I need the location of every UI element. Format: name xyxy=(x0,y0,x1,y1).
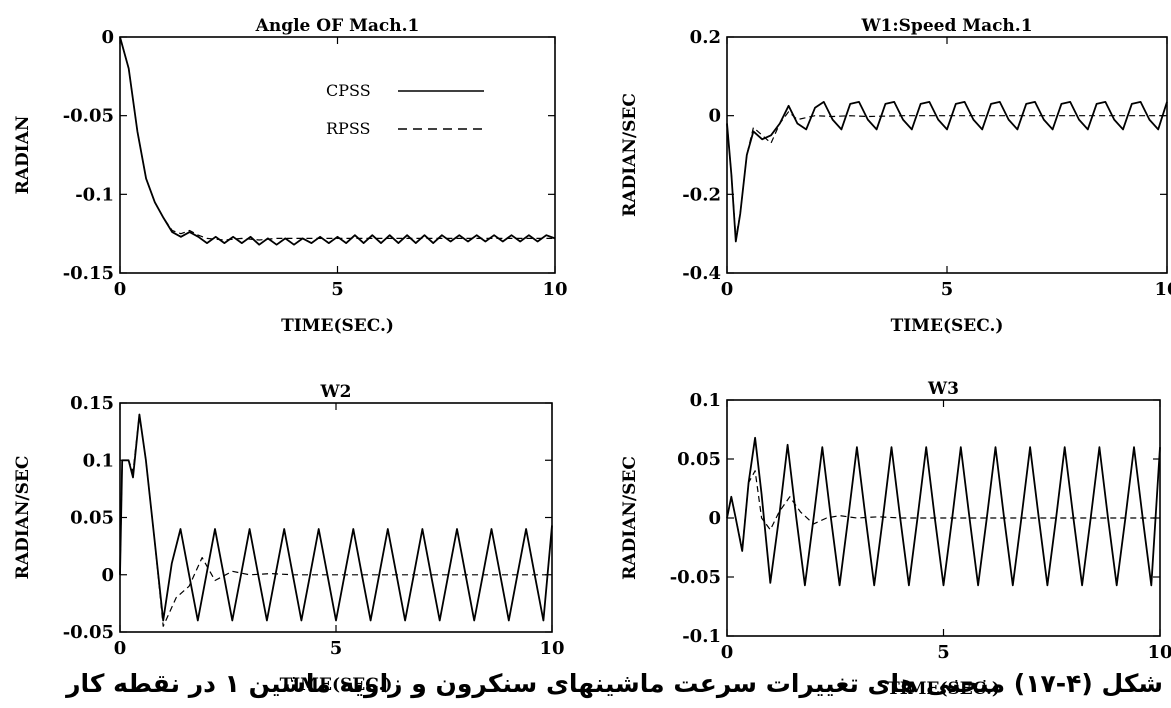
x-tick-label: 10 xyxy=(1147,642,1171,663)
series-line-rpss xyxy=(120,415,552,627)
plot-frame xyxy=(727,37,1167,273)
x-tick-label: 0 xyxy=(721,279,734,300)
chart-panel-2: W1:Speed Mach.1 0 5 10 0.2 0 -0.2 -0.4 TIME(SEC.… xyxy=(620,16,1171,336)
y-tick-label: 0.2 xyxy=(690,27,721,48)
x-tick-label: 5 xyxy=(941,279,954,300)
x-tick-label: 5 xyxy=(331,279,344,300)
y-tick-label: 0.1 xyxy=(690,390,721,411)
series-line-cpss xyxy=(727,438,1160,586)
y-tick-label: -0.2 xyxy=(682,184,721,205)
x-axis-label: TIME(SEC.) xyxy=(281,316,394,336)
figure-caption: شکل (۴-۱۷) منحنی های تغییرات سرعت ماشینه… xyxy=(0,662,1171,706)
legend-label: CPSS xyxy=(326,81,371,100)
x-tick-label: 5 xyxy=(330,638,343,659)
series-line-cpss xyxy=(120,415,552,621)
plot-frame xyxy=(120,403,552,632)
y-tick-label: -0.1 xyxy=(682,626,721,647)
x-tick-label: 0 xyxy=(114,279,127,300)
chart-title: W1:Speed Mach.1 xyxy=(860,16,1032,36)
x-tick-label: 5 xyxy=(937,642,950,663)
y-axis-label: RADIAN/SEC xyxy=(620,456,640,580)
chart-panel-3: W20 5 100.150.10.050-0.05TIME(SEC.)RADIAN/… xyxy=(13,382,565,695)
x-tick-label: 0 xyxy=(721,642,734,663)
y-tick-label: 0.1 xyxy=(83,450,114,471)
y-tick-label: 0.05 xyxy=(677,449,721,470)
y-tick-label: 0 xyxy=(708,106,721,127)
y-tick-label: -0.1 xyxy=(75,184,114,205)
chart-panel-4: W30 5 100.10.050-0.05-0.1TIME(SEC.)RADIAN/… xyxy=(620,379,1171,699)
y-axis-label: RADIAN xyxy=(13,116,33,195)
series-line-cpss xyxy=(727,102,1167,242)
series-line-cpss xyxy=(120,37,555,245)
y-tick-label: 0 xyxy=(708,508,721,529)
x-tick-label: 0 xyxy=(114,638,127,659)
chart-title: W3 xyxy=(927,379,959,399)
chart-title: Angle OF Mach.1 xyxy=(255,16,420,36)
y-axis-label: RADIAN/SEC xyxy=(620,93,640,217)
legend-label: RPSS xyxy=(326,119,370,138)
chart-panel-1: Angle OF Mach.1 0 5 10 0 -0.05 -0.1 -0.15 TIME(S… xyxy=(13,16,568,336)
y-tick-label: -0.05 xyxy=(63,106,114,127)
series-line-rpss xyxy=(120,37,555,240)
legend: CPSS RPSS xyxy=(326,81,484,138)
y-tick-label: 0 xyxy=(101,565,114,586)
series-line-rpss xyxy=(727,112,1167,238)
x-tick-label: 10 xyxy=(542,279,567,300)
y-tick-label: 0.15 xyxy=(70,393,114,414)
y-tick-label: -0.05 xyxy=(670,567,721,588)
x-axis-label: TIME(SEC.) xyxy=(891,316,1004,336)
y-tick-label: -0.05 xyxy=(63,622,114,643)
x-tick-label: 10 xyxy=(1154,279,1171,300)
y-axis-label: RADIAN/SEC xyxy=(13,456,33,580)
y-tick-label: -0.15 xyxy=(63,263,114,284)
chart-title: W2 xyxy=(320,382,352,402)
y-tick-label: 0.05 xyxy=(70,508,114,529)
y-tick-label: -0.4 xyxy=(682,263,721,284)
y-tick-label: 0 xyxy=(101,27,114,48)
x-tick-label: 10 xyxy=(539,638,564,659)
